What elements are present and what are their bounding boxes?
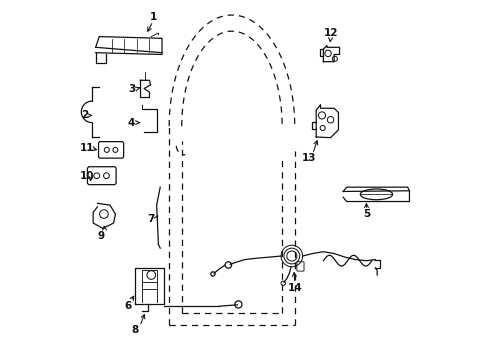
Text: 2: 2 bbox=[81, 111, 88, 121]
Text: 1: 1 bbox=[149, 12, 156, 22]
Text: 3: 3 bbox=[128, 84, 135, 94]
Text: 9: 9 bbox=[97, 231, 104, 240]
Text: 11: 11 bbox=[79, 143, 94, 153]
Text: 10: 10 bbox=[79, 171, 94, 181]
Text: 6: 6 bbox=[124, 301, 131, 311]
Text: 13: 13 bbox=[301, 153, 316, 163]
Text: 5: 5 bbox=[362, 209, 369, 219]
Text: 14: 14 bbox=[287, 283, 302, 293]
Text: 12: 12 bbox=[323, 28, 337, 38]
Text: 7: 7 bbox=[147, 215, 155, 224]
Text: 8: 8 bbox=[131, 325, 139, 335]
Text: 4: 4 bbox=[127, 118, 135, 128]
